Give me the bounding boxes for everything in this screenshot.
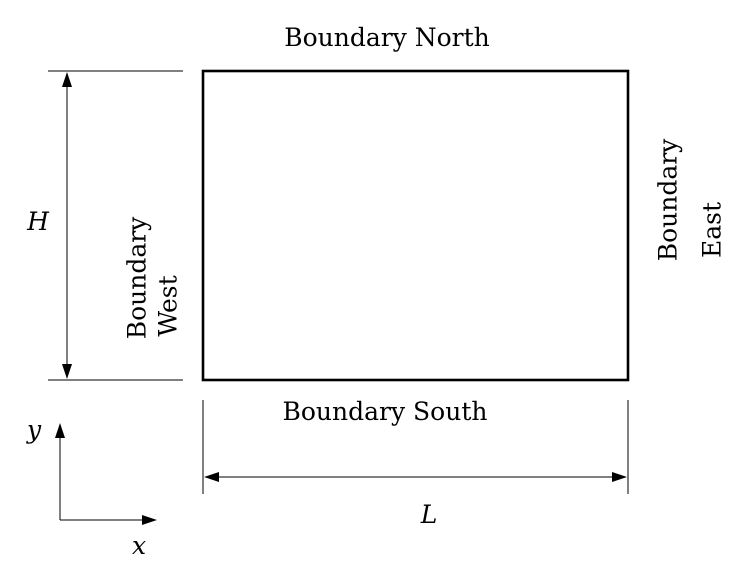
height-arrowhead-bottom (62, 364, 72, 379)
height-label: H (26, 207, 50, 236)
length-arrowhead-left (204, 472, 219, 482)
boundary-east-label: Boundary East (654, 138, 727, 261)
x-axis-label: x (132, 531, 146, 560)
domain-rectangle (201, 69, 630, 382)
boundary-west-line2: West (154, 275, 183, 336)
boundary-east-line1: Boundary (654, 138, 683, 261)
height-arrowhead-top (62, 72, 72, 87)
y-axis-label: y (26, 415, 42, 444)
boundary-south-label: Boundary South (283, 397, 488, 426)
boundary-north-label: Boundary North (284, 23, 490, 52)
boundary-east-line2: East (698, 202, 727, 258)
length-arrowhead-right (612, 472, 627, 482)
boundary-west-line1: Boundary (123, 216, 152, 339)
x-axis-arrowhead (142, 515, 157, 525)
length-label: L (420, 500, 438, 529)
boundary-west-label: Boundary West (123, 216, 183, 339)
y-axis-arrowhead (55, 423, 65, 438)
